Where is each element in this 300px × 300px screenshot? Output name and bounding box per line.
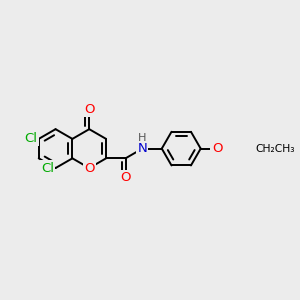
Text: H: H — [138, 133, 147, 143]
Text: Cl: Cl — [25, 132, 38, 146]
Text: CH₂CH₃: CH₂CH₃ — [255, 144, 294, 154]
Text: Cl: Cl — [41, 162, 54, 175]
Text: O: O — [120, 171, 131, 184]
Text: O: O — [212, 142, 223, 155]
Text: N: N — [137, 142, 147, 155]
Text: O: O — [84, 162, 94, 175]
Text: O: O — [84, 103, 94, 116]
